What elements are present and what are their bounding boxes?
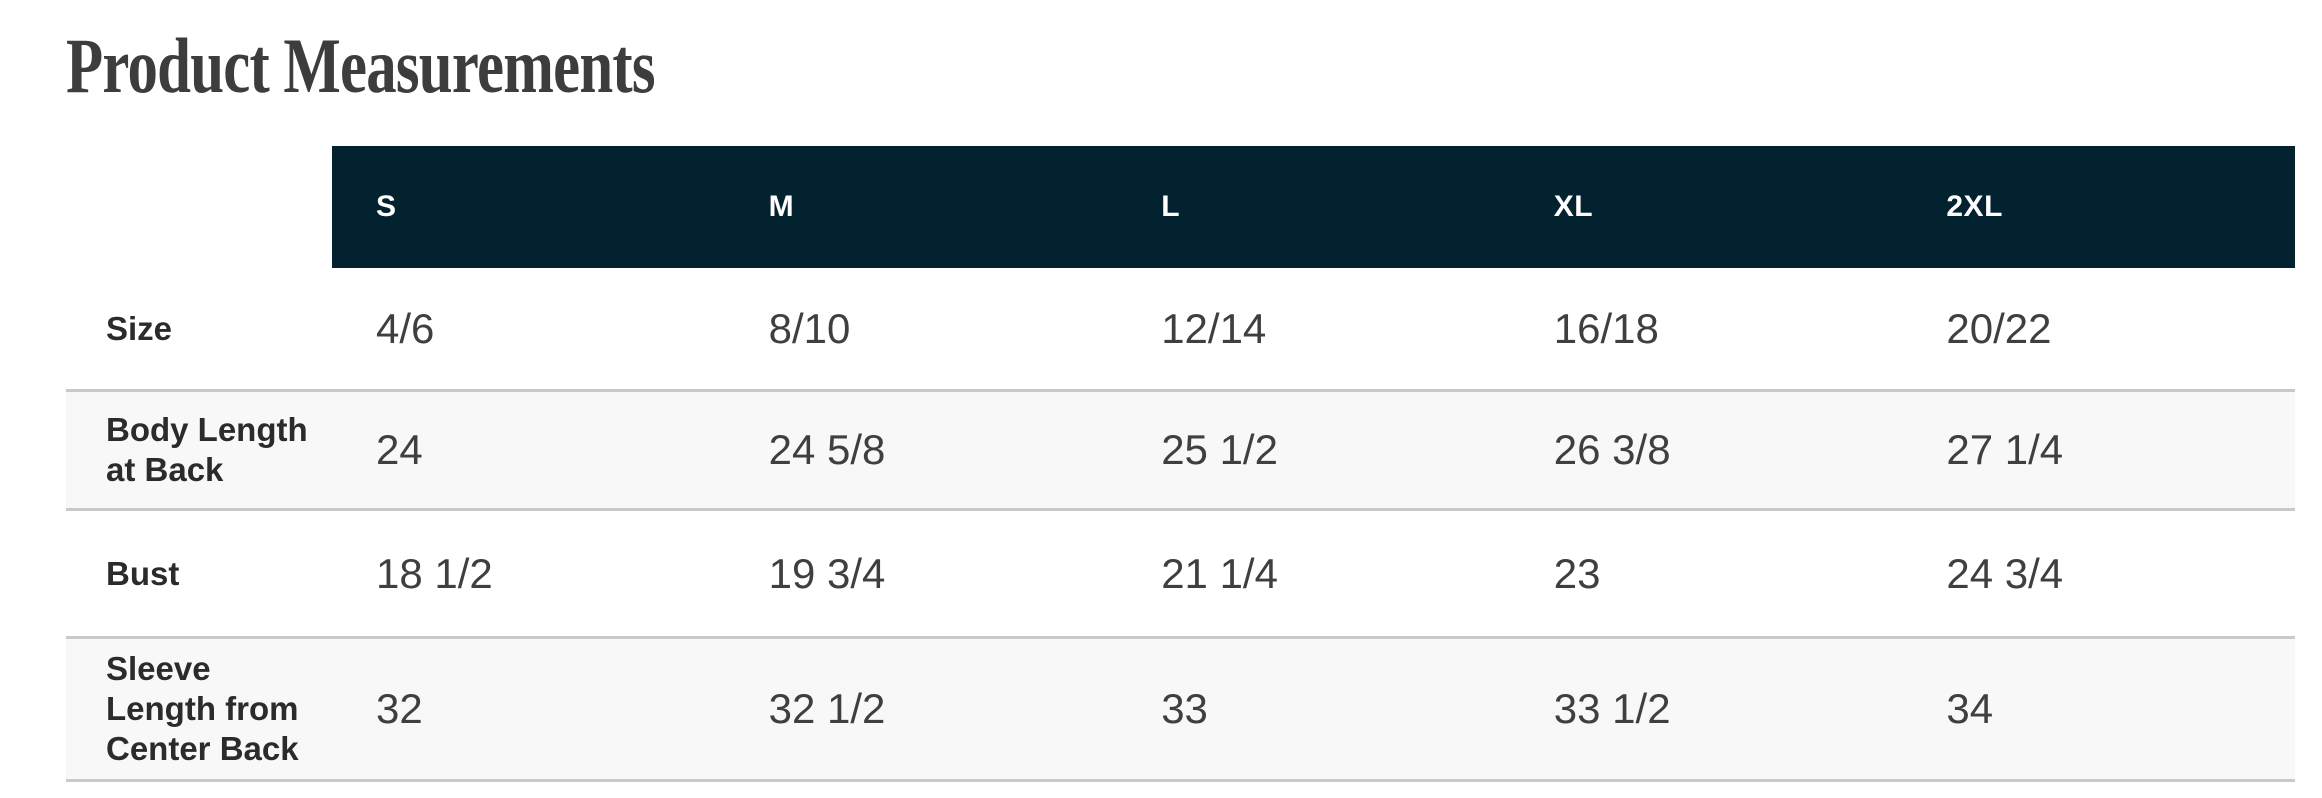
- table-row-bust: Bust 18 1/2 19 3/4 21 1/4 23 24 3/4: [66, 511, 2295, 639]
- cell-bust-m: 19 3/4: [768, 549, 886, 597]
- cell-body-length-2xl: 27 1/4: [1946, 426, 2064, 473]
- column-header-xl: XL: [1553, 190, 1594, 223]
- size-chart-header-row: S M L XL 2XL: [66, 146, 2295, 268]
- table-row-size: Size 4/6 8/10 12/14 16/18 20/22: [66, 268, 2295, 392]
- row-label-line: at Back: [106, 451, 224, 488]
- column-header-2xl: 2XL: [1946, 190, 2003, 223]
- column-header-m: M: [768, 190, 795, 223]
- cell-sleeve-length-2xl: 34: [1946, 685, 1994, 732]
- cell-body-length-xl: 26 3/8: [1553, 426, 1671, 473]
- cell-bust-2xl: 24 3/4: [1946, 549, 2064, 597]
- cell-body-length-s: 24: [376, 426, 423, 473]
- header-label-spacer: [66, 146, 332, 268]
- row-label-sleeve-length: Sleeve Length from Center Back: [66, 639, 332, 779]
- row-label-line: Sleeve: [106, 650, 211, 687]
- row-label-line: Size: [106, 309, 173, 347]
- column-header-l: L: [1161, 190, 1181, 223]
- column-header-s: S: [376, 190, 397, 223]
- table-row-sleeve-length: Sleeve Length from Center Back 32 32 1/2…: [66, 639, 2295, 782]
- cell-size-l: 12/14: [1161, 304, 1267, 352]
- cell-bust-xl: 23: [1553, 549, 1601, 597]
- row-label-line: Bust: [106, 554, 180, 592]
- row-label-body-length: Body Length at Back: [66, 400, 332, 500]
- cell-bust-s: 18 1/2: [376, 549, 493, 597]
- cell-sleeve-length-l: 33: [1161, 685, 1208, 732]
- row-label-size: Size: [66, 299, 332, 359]
- cell-bust-l: 21 1/4: [1161, 549, 1278, 597]
- row-label-bust: Bust: [66, 544, 332, 604]
- header-band: S M L XL 2XL: [332, 146, 2295, 268]
- cell-sleeve-length-m: 32 1/2: [768, 685, 886, 732]
- cell-size-m: 8/10: [768, 304, 851, 352]
- row-label-line: Body Length: [106, 411, 308, 448]
- cell-size-s: 4/6: [376, 304, 435, 352]
- page-title: Product Measurements: [66, 27, 821, 105]
- size-chart-table: S M L XL 2XL Size 4/6 8/10 12/14 16/18 2…: [66, 146, 2295, 782]
- page-title-text: Product Measurements: [66, 22, 656, 109]
- row-label-line: Length from: [106, 690, 299, 727]
- cell-body-length-l: 25 1/2: [1161, 426, 1278, 473]
- cell-sleeve-length-xl: 33 1/2: [1553, 685, 1671, 732]
- cell-body-length-m: 24 5/8: [768, 426, 886, 473]
- cell-size-2xl: 20/22: [1946, 304, 2052, 352]
- table-row-body-length: Body Length at Back 24 24 5/8 25 1/2 26 …: [66, 392, 2295, 511]
- row-label-line: Center Back: [106, 730, 299, 767]
- cell-sleeve-length-s: 32: [376, 685, 423, 732]
- cell-size-xl: 16/18: [1553, 304, 1659, 352]
